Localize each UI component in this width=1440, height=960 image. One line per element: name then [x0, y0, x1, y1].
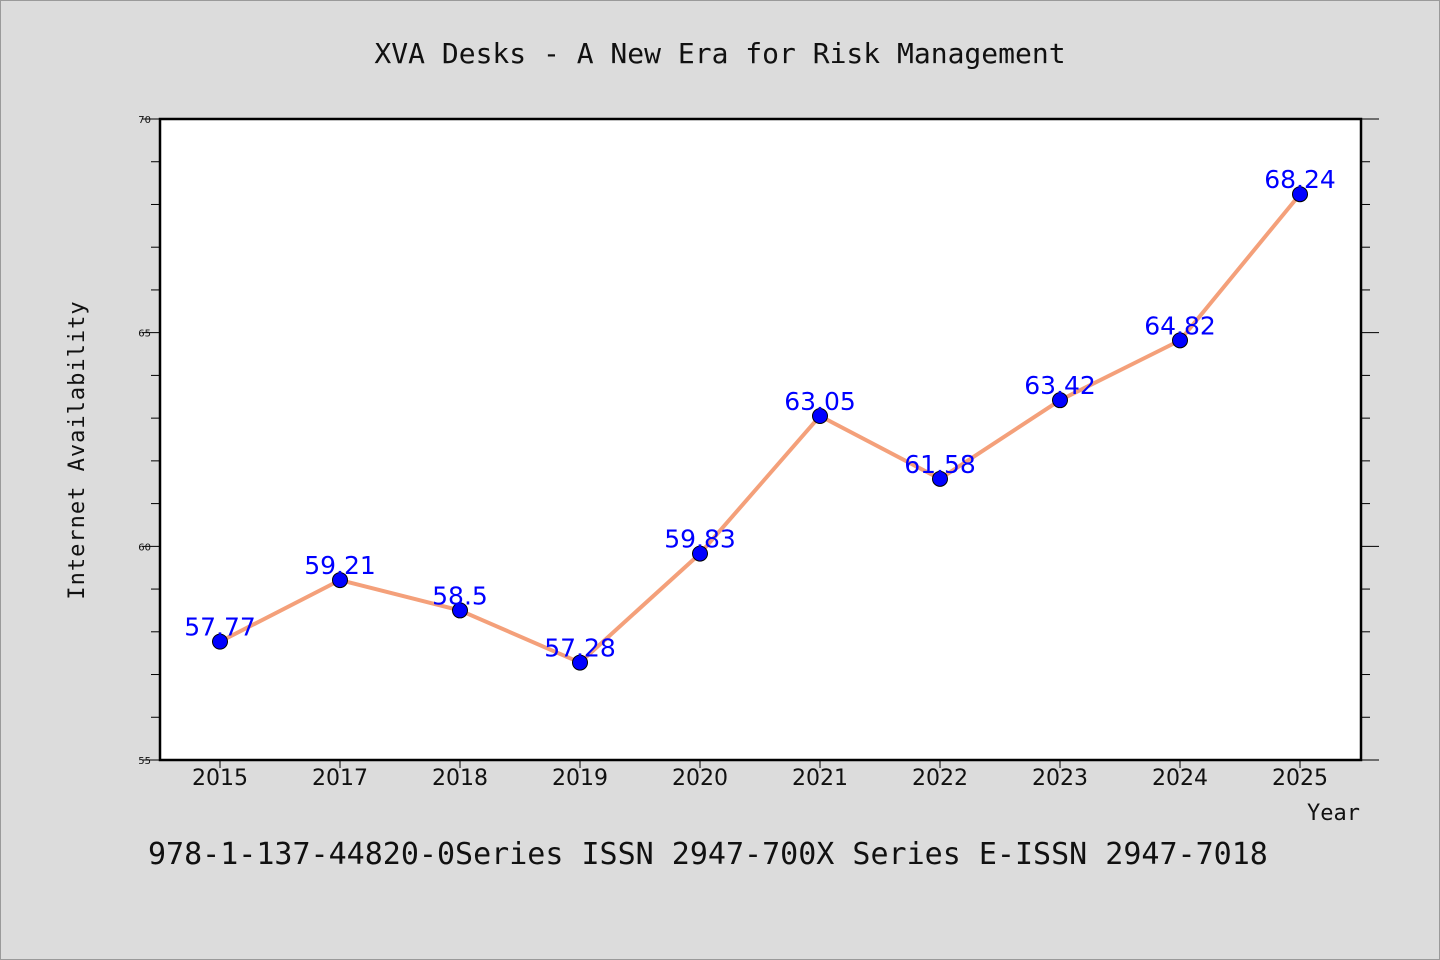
data-point [1172, 332, 1188, 349]
data-label: 63.42 [1024, 371, 1096, 400]
x-tick-label: 2017 [312, 766, 368, 791]
data-label: 58.5 [432, 581, 488, 610]
data-point [932, 470, 948, 487]
data-point [1292, 186, 1308, 203]
y-tick-label: 65 [138, 329, 151, 340]
data-label: 63.05 [784, 387, 856, 416]
x-tick-label: 2018 [432, 766, 488, 791]
x-axis: 2015 2017 2018 2019 2020 2021 2022 2023 2024 2025 [192, 760, 1328, 791]
data-point [692, 545, 708, 562]
data-label: 64.82 [1144, 311, 1216, 340]
x-tick-label: 2020 [672, 766, 728, 791]
x-tick-label: 2023 [1032, 766, 1088, 791]
x-tick-label: 2022 [912, 766, 968, 791]
plot-area [160, 119, 1361, 760]
series-layer: 57.77 59.21 58.5 57.28 59.83 63.05 61.58 63.42 6… [184, 165, 1336, 671]
x-tick-label: 2019 [552, 766, 608, 791]
plot-border [158, 117, 1363, 762]
x-tick-label: 2024 [1152, 766, 1208, 791]
x-tick-label: 2021 [792, 766, 848, 791]
data-label: 59.21 [304, 551, 376, 580]
y-axis-label: Internet Availability [65, 300, 90, 599]
data-point [572, 654, 588, 671]
chart-title: XVA Desks - A New Era for Risk Managemen… [374, 37, 1065, 70]
data-point [212, 633, 228, 650]
y-tick-label: 70 [138, 115, 151, 126]
data-label: 68.24 [1264, 165, 1336, 194]
x-tick-label: 2025 [1272, 766, 1328, 791]
data-label: 61.58 [904, 450, 976, 479]
data-point [452, 602, 468, 619]
data-label: 57.28 [544, 634, 616, 663]
x-axis-label: Year [1307, 801, 1360, 826]
data-label: 57.77 [184, 613, 256, 642]
data-point [1052, 392, 1068, 409]
series-line [218, 192, 1302, 665]
data-point [812, 407, 828, 424]
caption-text: 978-1-137-44820-0Series ISSN 2947-700X S… [148, 837, 1268, 872]
y-tick-label: 60 [138, 542, 151, 553]
data-label: 59.83 [664, 525, 736, 554]
y-axis: 55 60 65 70 [138, 115, 1379, 767]
data-point [332, 572, 348, 589]
y-tick-label: 55 [138, 756, 151, 767]
x-tick-label: 2015 [192, 766, 248, 791]
